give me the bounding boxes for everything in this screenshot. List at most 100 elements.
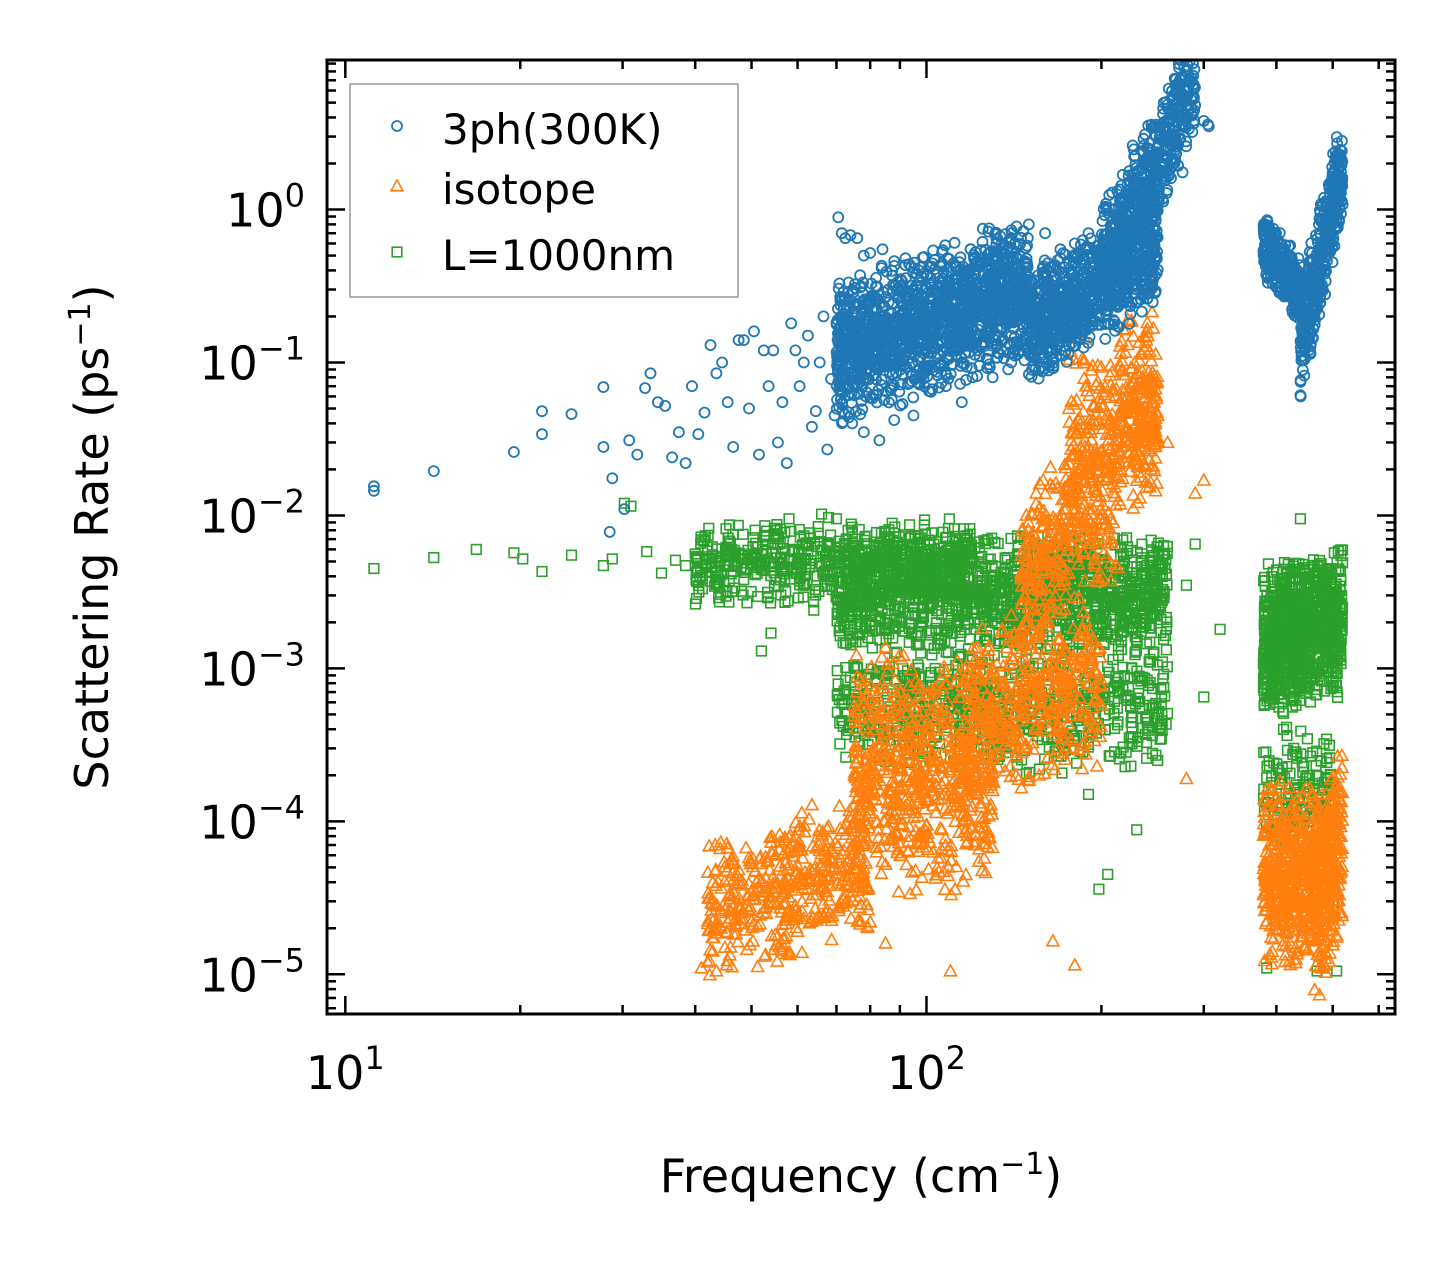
data-point-square [936,568,948,580]
data-point-square [867,582,879,594]
data-point-square [1155,683,1167,696]
data-point-square [1159,690,1171,702]
data-layer [367,60,1350,1001]
data-point-square [773,558,785,570]
data-point-square [832,601,844,613]
data-point-square [989,579,1001,591]
data-point-square [1117,534,1129,546]
data-point-square [693,586,705,598]
data-point-square [706,558,718,570]
data-point-square [1120,617,1132,629]
data-point-triangle [738,840,754,854]
data-point-square [1161,547,1173,559]
data-point-square [732,519,744,531]
data-point-square [1121,532,1133,544]
data-point-square [943,513,955,525]
data-point-square [851,621,864,633]
data-point-square [921,569,934,581]
data-point-square [696,583,709,595]
data-point-square [696,534,708,546]
data-point-square [842,524,854,536]
data-point-triangle [801,811,817,825]
data-point-square [1108,681,1120,693]
data-point-square [1143,724,1155,736]
data-point-square [720,523,732,535]
data-point-square [897,574,909,587]
data-point-square [913,569,925,582]
data-point-square [760,531,772,543]
data-point-square [999,584,1011,597]
data-point-square [735,561,747,573]
data-point-square [1160,644,1172,656]
data-point-square [1105,600,1117,613]
data-point-square [928,642,940,654]
data-point-triangle [937,881,953,896]
data-point-square [771,552,783,564]
data-point-square [741,597,753,609]
data-point-square [885,554,898,566]
data-point-square [764,597,777,609]
data-point-square [1056,767,1068,779]
data-point-square [1111,719,1124,731]
data-point-square [916,612,928,624]
data-point-square [368,562,380,575]
data-point-square [932,546,944,558]
data-point-square [1125,716,1137,729]
data-point-square [1109,722,1121,735]
data-point-square [928,569,940,582]
data-point-square [834,738,846,750]
data-point-square [848,540,860,552]
data-point-triangle [830,837,846,852]
data-point-square [1153,603,1165,615]
data-point-square [694,566,707,578]
data-point-square [890,594,902,606]
data-point-square [783,513,795,525]
data-point-square [896,547,908,559]
data-point-square [958,594,970,606]
data-point-square [838,563,850,575]
data-point-square [834,622,846,634]
data-point-square [1103,587,1115,599]
data-point-square [710,578,722,590]
data-point-square [999,610,1011,622]
data-point-square [815,508,828,520]
data-point-square [1158,633,1170,645]
data-point-square [1117,590,1130,602]
data-point-square [915,647,927,659]
data-point-square [781,561,793,573]
data-point-square [1082,788,1095,800]
data-point-square [428,551,440,564]
series-1 [694,304,1350,1001]
data-point-square [1080,587,1092,600]
data-point-square [1130,645,1142,657]
data-point-square [1117,614,1129,626]
data-point-square [918,554,931,566]
data-point-square [749,524,761,536]
data-point-square [1136,538,1148,550]
data-point-square [952,564,964,576]
data-point-square [1129,610,1141,622]
data-point-square [812,527,824,539]
data-point-triangle [902,885,918,900]
data-point-square [1115,643,1127,656]
data-point-square [866,605,878,617]
data-point-square [873,624,885,636]
data-point-square [859,546,871,558]
data-point-square [1125,760,1137,772]
data-point-square [1138,561,1151,573]
data-point-square [883,580,895,592]
data-point-square [903,519,916,531]
data-point-square [470,543,482,555]
data-point-square [831,665,843,677]
data-point-square [724,549,736,561]
data-point-square [1001,611,1013,624]
data-point-square [942,588,954,600]
data-point-square [989,536,1001,548]
data-point-square [679,559,692,572]
data-point-square [1135,612,1148,624]
data-point-square [822,511,835,524]
data-point-square [851,604,863,616]
data-point-square [851,586,863,599]
data-point-square [1131,824,1143,836]
